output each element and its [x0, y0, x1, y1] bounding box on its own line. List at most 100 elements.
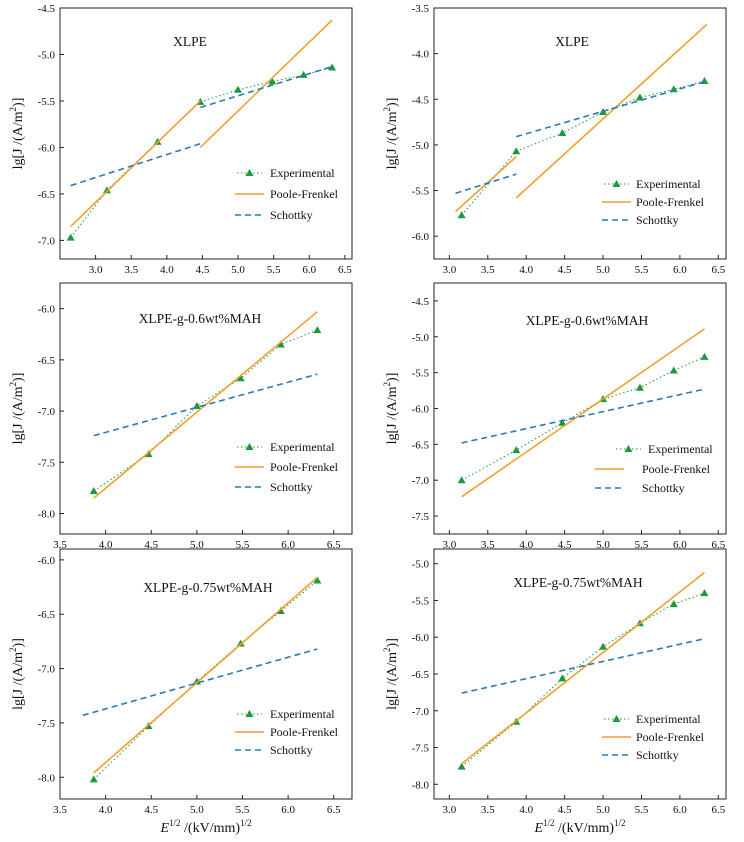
panel-title: XLPE-g-0.6wt%MAH: [139, 311, 262, 326]
experimental-point: [313, 326, 322, 334]
series-experimental-line: [93, 329, 318, 492]
legend-experimental-label: Experimental: [648, 442, 713, 456]
plot-frame: [59, 548, 353, 800]
experimental-point: [313, 576, 322, 584]
experimental-point: [89, 775, 98, 783]
x-tick-label: 5.5: [236, 539, 250, 551]
legend-experimental-label: Experimental: [636, 712, 701, 726]
experimental-point: [558, 674, 567, 682]
legend-schottky-label: Schottky: [636, 213, 679, 227]
schottky-fit-line: [93, 373, 318, 437]
x-tick-label: 5.0: [596, 264, 610, 276]
legend: Experimental Poole-Frenkel Schottky: [602, 712, 705, 762]
x-tick-label: 4.5: [144, 804, 158, 816]
y-tick-label: -7.5: [38, 718, 56, 730]
schottky-fit-line: [70, 142, 201, 187]
x-tick-label: 5.5: [635, 264, 649, 276]
legend-schottky-label: Schottky: [642, 481, 685, 495]
experimental-point: [512, 147, 521, 155]
x-tick-label: 5.5: [267, 264, 281, 276]
y-tick-label: -5.0: [412, 559, 430, 571]
y-tick-label: -4.5: [38, 3, 56, 15]
y-tick-label: -7.0: [38, 235, 56, 247]
experimental-point: [234, 85, 243, 93]
experimental-point: [103, 186, 112, 194]
y-tick-label: -5.5: [412, 595, 430, 607]
y-tick-label: -4.0: [412, 49, 430, 61]
x-axis-ticks: 3.5 4.0 4.5 5.0 5.5 6.0 6.5: [53, 795, 341, 816]
y-axis-label: lg[J /(A/m2)]: [8, 638, 26, 710]
poole-frenkel-fit-line: [461, 328, 705, 498]
x-tick-label: 5.0: [190, 804, 204, 816]
experimental-point: [268, 77, 277, 85]
legend-pf-label: Poole-Frenkel: [636, 195, 705, 209]
x-tick-label: 6.0: [673, 804, 687, 816]
y-tick-label: -6.5: [38, 355, 56, 367]
experimental-point: [276, 340, 285, 348]
y-axis-ticks: -8.0 -7.5 -7.0 -6.5 -6.0: [38, 304, 64, 521]
y-tick-label: -6.5: [38, 609, 56, 621]
panel-title: XLPE: [173, 34, 207, 49]
series-layer: [82, 576, 322, 783]
schottky-fit-line: [515, 80, 708, 138]
chart-panel-xlpe-right: 3.0 3.5 4.0 4.5 5.0 5.5 6.0 6.5 -6.0 -5.5 -5.0 -4.…: [382, 3, 727, 276]
y-tick-label: -5.0: [412, 140, 430, 152]
series-layer: [457, 328, 709, 498]
x-axis-ticks: 3.5 4.0 4.5 5.0 5.5 6.0 6.5: [53, 530, 341, 551]
poole-frenkel-fit-line: [70, 100, 201, 228]
x-tick-label: 4.5: [558, 539, 572, 551]
x-tick-label: 4.5: [144, 539, 158, 551]
x-tick-label: 6.0: [673, 539, 687, 551]
x-axis-label-right: E1/2 /(kV/mm)1/2: [533, 818, 625, 836]
y-tick-label: -4.5: [412, 296, 430, 308]
y-tick-label: -6.0: [38, 304, 56, 316]
y-axis-label: lg[J /(A/m2)]: [382, 373, 400, 445]
experimental-point: [457, 211, 466, 219]
y-tick-label: -4.5: [412, 94, 430, 106]
legend-experimental-marker: [245, 443, 254, 450]
experimental-point: [236, 639, 245, 647]
legend-pf-label: Poole-Frenkel: [636, 730, 705, 744]
legend-experimental-marker: [245, 169, 254, 176]
x-tick-label: 6.5: [327, 804, 341, 816]
y-tick-label: -7.0: [38, 664, 56, 676]
y-tick-label: -8.0: [38, 509, 56, 521]
series-layer: [454, 23, 709, 219]
x-tick-label: 4.0: [99, 539, 113, 551]
y-tick-label: -6.0: [412, 231, 430, 243]
x-tick-label: 4.0: [99, 804, 113, 816]
experimental-point: [89, 486, 98, 494]
legend-pf-label: Poole-Frenkel: [270, 460, 339, 474]
y-tick-label: -8.0: [412, 779, 430, 791]
experimental-point: [635, 93, 644, 101]
poole-frenkel-fit-line: [199, 19, 333, 149]
experimental-point: [669, 366, 678, 374]
y-tick-label: -6.5: [38, 189, 56, 201]
legend-experimental-marker: [612, 715, 621, 722]
x-axis-ticks: 3.0 3.5 4.0 4.5 5.0 5.5 6.0 6.5: [442, 530, 726, 551]
x-tick-label: 3.5: [53, 539, 67, 551]
experimental-point: [328, 63, 337, 71]
legend-experimental-label: Experimental: [270, 166, 335, 180]
legend-experimental-label: Experimental: [270, 707, 335, 721]
schottky-fit-line: [82, 648, 318, 717]
y-axis-label: lg[J /(A/m2)]: [382, 638, 400, 710]
x-tick-label: 5.0: [231, 264, 245, 276]
legend-schottky-label: Schottky: [270, 480, 313, 494]
x-tick-label: 5.5: [635, 539, 649, 551]
y-axis-label: lg[J /(A/m2)]: [8, 98, 26, 170]
y-tick-label: -6.5: [412, 669, 430, 681]
y-tick-label: -7.0: [38, 406, 56, 418]
legend-schottky-label: Schottky: [270, 743, 313, 757]
x-tick-label: 5.5: [635, 804, 649, 816]
y-axis-label: lg[J /(A/m2)]: [382, 98, 400, 170]
y-tick-label: -3.5: [412, 3, 430, 15]
legend-experimental-marker: [245, 710, 254, 717]
experimental-point: [635, 383, 644, 391]
experimental-point: [700, 352, 709, 360]
y-tick-label: -7.5: [412, 511, 430, 523]
y-tick-label: -6.5: [412, 439, 430, 451]
experimental-point: [144, 450, 153, 458]
x-tick-label: 3.5: [481, 264, 495, 276]
poole-frenkel-fit-line: [515, 23, 708, 199]
